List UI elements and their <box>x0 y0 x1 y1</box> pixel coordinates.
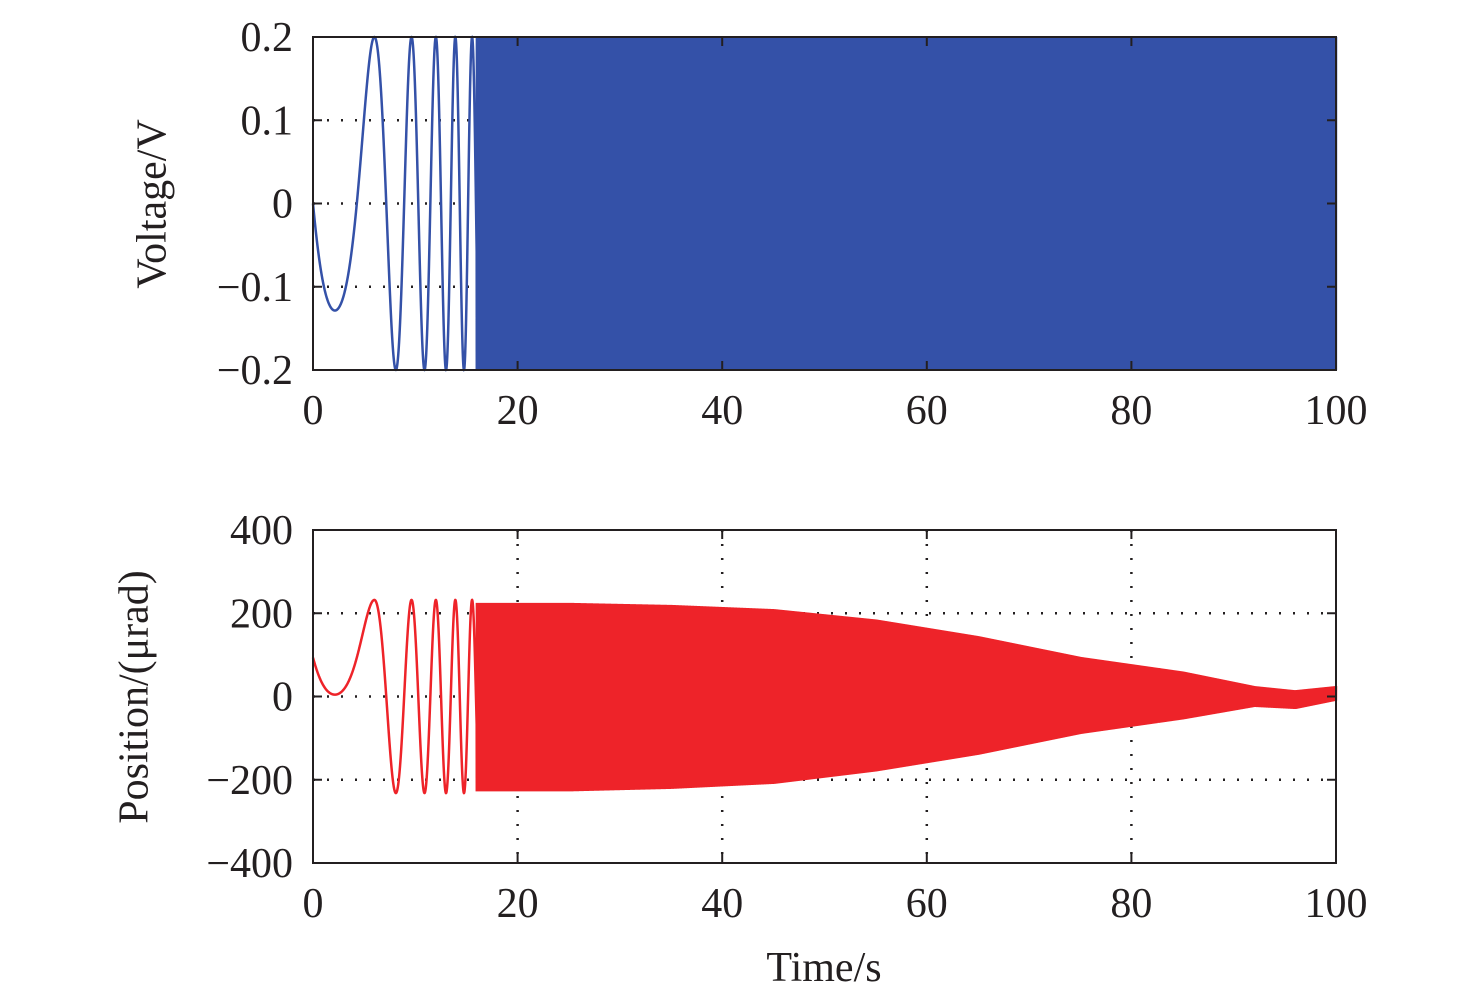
voltage-x-tick-label: 100 <box>1305 388 1368 434</box>
position-y-tick-label: −200 <box>206 758 293 804</box>
voltage-y-tick-label: 0.2 <box>241 15 294 61</box>
voltage-y-tick-label: −0.1 <box>217 265 293 311</box>
voltage-x-tick-label: 0 <box>303 388 324 434</box>
voltage-series-line <box>311 35 1338 372</box>
position-x-tick-label: 0 <box>303 881 324 927</box>
position-y-tick-label: −400 <box>206 841 293 887</box>
voltage-y-axis-label: Voltage/V <box>130 119 176 289</box>
position-x-tick-label: 60 <box>906 881 948 927</box>
position-series-line <box>311 598 1338 795</box>
voltage-y-tick-label: 0 <box>272 182 293 228</box>
position-x-tick-label: 40 <box>701 881 743 927</box>
voltage-x-tick-label: 80 <box>1110 388 1152 434</box>
voltage-x-tick-label: 40 <box>701 388 743 434</box>
position-y-tick-label: 400 <box>230 508 293 554</box>
position-x-tick-labels: 0 20 40 60 80 100 <box>303 881 1368 927</box>
voltage-chart: 0 20 40 60 80 100 0.2 0.1 0 −0.1 −0.2 Voltage/V <box>130 15 1368 434</box>
voltage-x-tick-label: 60 <box>906 388 948 434</box>
position-y-tick-label: 0 <box>272 675 293 721</box>
voltage-y-tick-label: −0.2 <box>217 348 293 394</box>
position-y-tick-labels: 400 200 0 −200 −400 <box>206 508 293 887</box>
position-x-tick-label: 20 <box>497 881 539 927</box>
time-x-axis-label: Time/s <box>766 945 881 991</box>
position-chart: 0 20 40 60 80 100 400 200 0 −200 −400 Position/(μ… <box>112 508 1368 991</box>
voltage-y-tick-labels: 0.2 0.1 0 −0.1 −0.2 <box>217 15 293 394</box>
position-x-tick-label: 100 <box>1305 881 1368 927</box>
position-tick-marks <box>312 529 1337 864</box>
voltage-x-tick-labels: 0 20 40 60 80 100 <box>303 388 1368 434</box>
voltage-tick-marks <box>312 36 1337 371</box>
position-y-tick-label: 200 <box>230 591 293 637</box>
voltage-y-tick-label: 0.1 <box>241 98 294 144</box>
voltage-x-tick-label: 20 <box>497 388 539 434</box>
position-y-axis-label: Position/(μrad) <box>112 570 158 824</box>
position-x-tick-label: 80 <box>1110 881 1152 927</box>
